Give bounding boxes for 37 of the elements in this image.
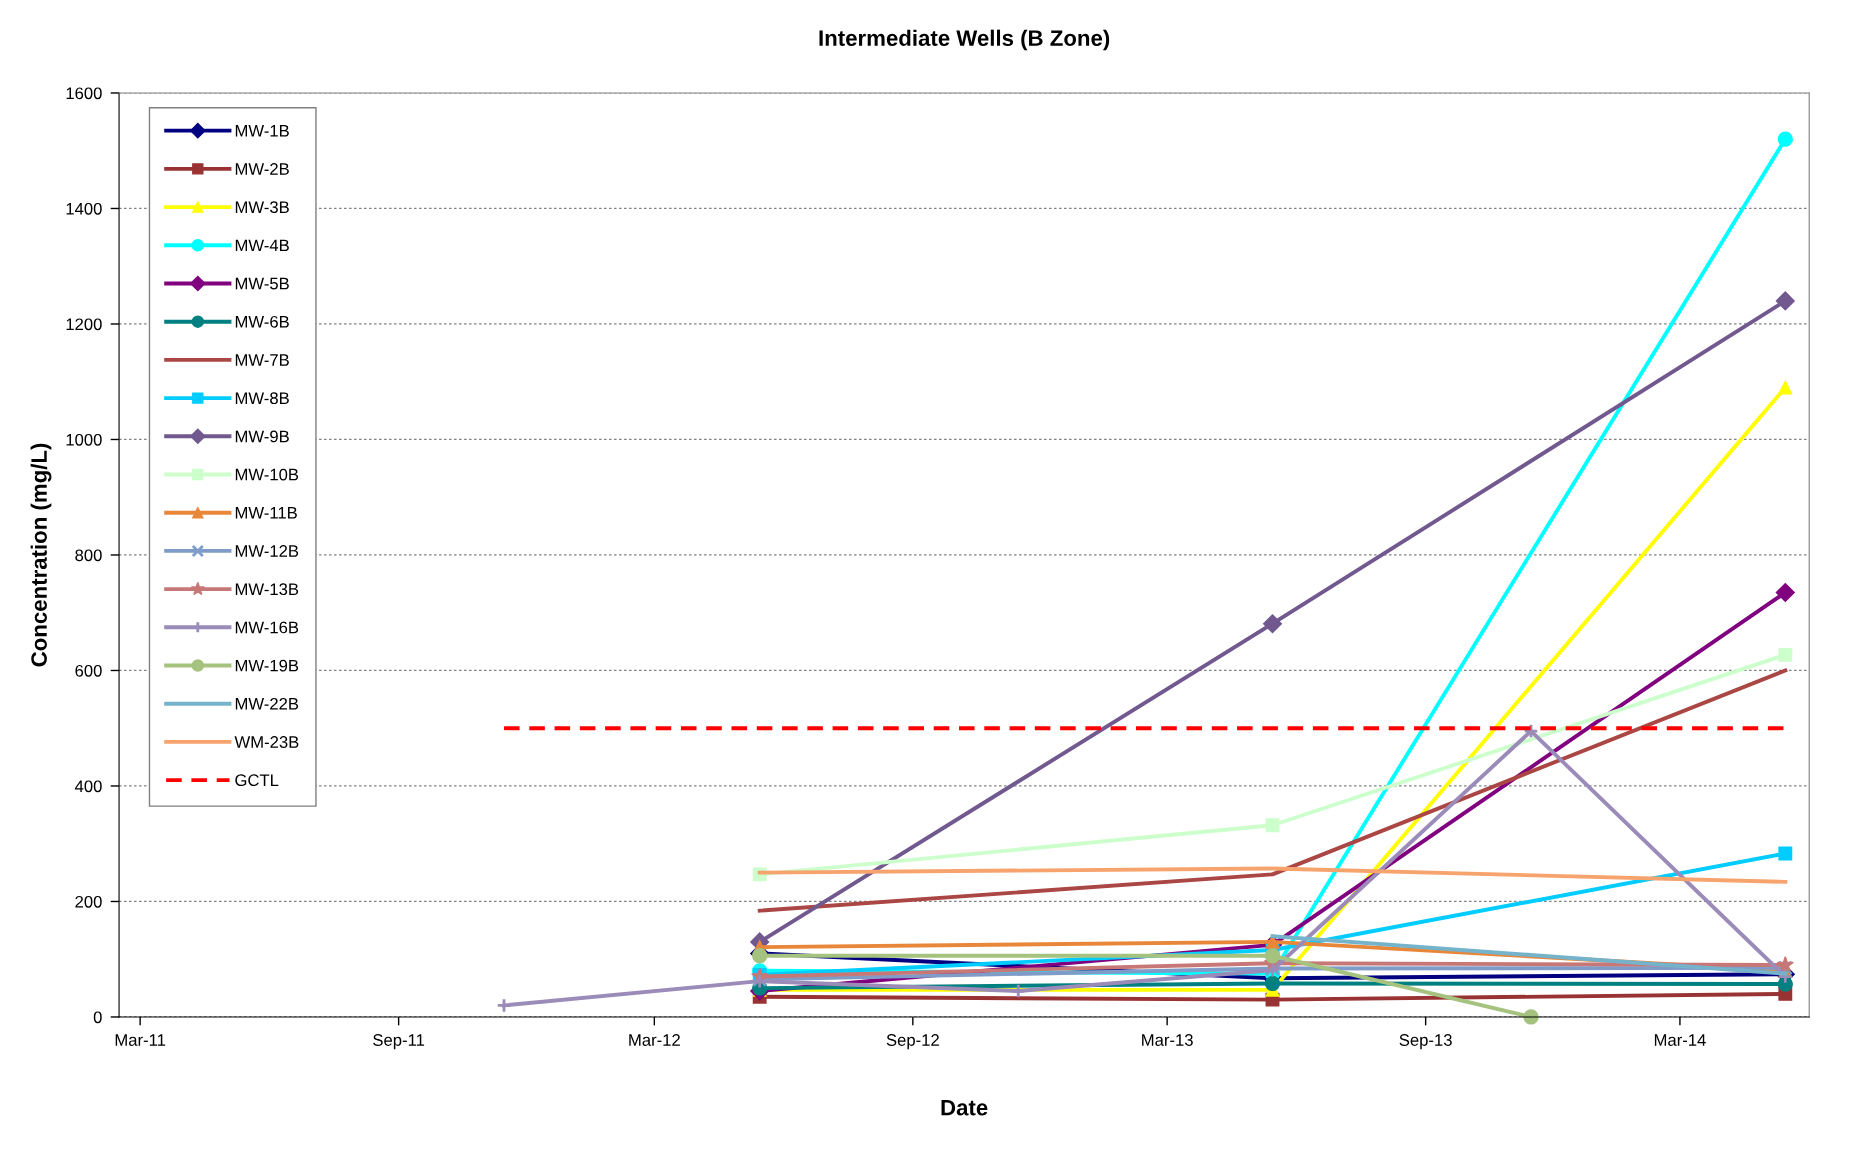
y-tick-label: 600 (75, 664, 102, 677)
legend-label: MW-22B (235, 697, 299, 710)
legend-label: MW-4B (235, 239, 289, 252)
x-tick-label: Sep-13 (1399, 1034, 1452, 1050)
legend-label: MW-19B (235, 659, 299, 672)
y-tick-label: 400 (74, 780, 102, 793)
legend-label: GCTL (235, 774, 279, 787)
legend-label: MW-13B (235, 583, 299, 596)
x-tick-label: Mar-12 (629, 1034, 680, 1046)
x-tick-label: Mar-14 (1654, 1034, 1706, 1046)
x-tick-label: Mar-11 (115, 1034, 166, 1046)
legend-label: MW-6B (235, 315, 289, 328)
y-tick-label: 0 (93, 1011, 102, 1024)
x-tick-label: Sep-11 (373, 1034, 425, 1050)
legend-label: MW-12B (235, 545, 299, 557)
y-tick-label: 1200 (66, 318, 102, 331)
legend-label: WM-23B (234, 736, 299, 748)
x-tick-label: Sep-12 (886, 1034, 939, 1050)
chart-title: Intermediate Wells (B Zone) (819, 29, 1110, 51)
legend-label: MW-9B (235, 430, 289, 443)
legend-label: MW-8B (235, 392, 289, 405)
legend-label: MW-7B (235, 354, 289, 366)
y-axis-title: Concentration (mg/L) (30, 443, 52, 667)
legend-label: MW-11B (235, 507, 297, 519)
y-tick-label: 800 (75, 549, 102, 562)
legend-label: MW-2B (235, 163, 289, 175)
y-tick-label: 200 (75, 895, 102, 908)
x-tick-label: Mar-13 (1142, 1034, 1193, 1046)
y-tick-label: 1000 (66, 433, 102, 446)
legend-label: MW-1B (235, 125, 289, 137)
x-axis-title: Date (941, 1100, 988, 1116)
legend-label: MW-10B (235, 468, 299, 481)
legend-label: MW-5B (235, 277, 289, 290)
legend-label: MW-3B (235, 201, 289, 214)
y-tick-label: 1600 (66, 87, 102, 100)
legend-label: MW-16B (235, 621, 299, 634)
y-tick-label: 1400 (66, 202, 102, 215)
